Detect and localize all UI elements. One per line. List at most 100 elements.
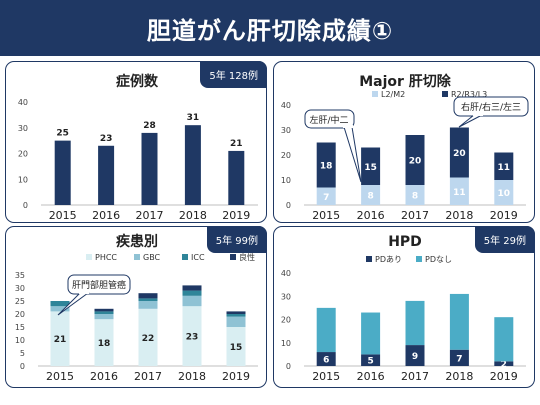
bar-segment xyxy=(182,306,202,366)
y-tick-label: 10 xyxy=(18,175,28,184)
legend-label: R2/R3/L3 xyxy=(451,90,487,99)
x-tick-label: 2016 xyxy=(92,209,120,222)
data-label: 23 xyxy=(186,333,199,343)
data-label: 5 xyxy=(367,357,373,367)
legend-swatch xyxy=(442,91,448,97)
x-tick-label: 2016 xyxy=(357,370,385,383)
bar xyxy=(98,145,115,205)
cases-title: 症例数 xyxy=(116,73,159,90)
hpd-title: HPD xyxy=(388,234,422,250)
x-tick-label: 2017 xyxy=(401,209,429,222)
major-callout-left-text: 左肝/中二 xyxy=(309,114,348,126)
legend-label: PHCC xyxy=(95,253,117,262)
x-tick-label: 2015 xyxy=(312,209,340,222)
data-label: 8 xyxy=(412,192,418,202)
hpd-plot: 0 10 20 30 40 PDあり PDなし 2015 6 2016 5 2017 9 2018 7 201… xyxy=(281,255,526,383)
bar xyxy=(228,150,245,205)
disease-callout: 肝門部胆管癌 xyxy=(57,274,131,316)
bar-segment xyxy=(226,314,246,317)
panel-hpd: 5年 29例 HPD 0 10 20 30 40 PDあり PDなし 2015 6 2016 5 20… xyxy=(273,226,535,388)
y-tick-label: 40 xyxy=(18,98,28,107)
y-tick-label: 20 xyxy=(15,310,25,319)
y-tick-label: 20 xyxy=(18,150,28,159)
page-title: 胆道がん肝切除成績① xyxy=(146,16,394,45)
bar-segment xyxy=(182,285,202,291)
legend-swatch xyxy=(86,254,92,260)
bar-segment xyxy=(226,327,246,366)
data-label: 21 xyxy=(54,335,67,345)
x-tick-label: 2017 xyxy=(136,209,164,222)
x-tick-label: 2018 xyxy=(179,209,207,222)
data-label: 20 xyxy=(409,157,422,167)
bar-segment xyxy=(138,301,158,309)
x-tick-label: 2019 xyxy=(222,370,250,383)
legend-swatch xyxy=(182,254,188,260)
legend-swatch xyxy=(230,254,236,260)
bar-segment xyxy=(405,345,425,366)
data-label: 15 xyxy=(230,343,243,353)
x-tick-label: 2015 xyxy=(49,209,77,222)
bar-segment xyxy=(138,293,158,299)
y-tick-label: 30 xyxy=(281,126,291,135)
x-tick-label: 2015 xyxy=(312,370,340,383)
data-label: 31 xyxy=(187,113,200,123)
bar-segment xyxy=(316,187,336,205)
x-tick-label: 2018 xyxy=(445,209,473,222)
major-callout-right-text: 右肝/右三/左三 xyxy=(461,101,521,113)
bar-segment xyxy=(405,300,425,346)
bar-segment xyxy=(494,361,514,366)
y-tick-label: 10 xyxy=(281,176,291,185)
panel-cases: 5年 128例 症例数 0 10 20 30 40 2015 25 2016 23 2017 28 2… xyxy=(5,61,267,223)
x-tick-label: 2017 xyxy=(401,370,429,383)
x-tick-label: 2015 xyxy=(46,370,74,383)
major-callout-left: 左肝/中二 xyxy=(304,109,362,183)
bar xyxy=(184,125,201,205)
x-tick-label: 2018 xyxy=(445,370,473,383)
disease-badge: 5年 99例 xyxy=(206,226,267,253)
legend-swatch xyxy=(134,254,140,260)
bar-segment xyxy=(50,306,70,312)
disease-plot: 0 5 10 15 20 25 30 35 PHCC GBC ICC 良性 2015 21 2016 18 20… xyxy=(15,252,258,383)
disease-title: 疾患別 xyxy=(116,233,158,250)
y-tick-label: 30 xyxy=(18,124,28,133)
bar-segment xyxy=(50,311,70,366)
y-tick-label: 40 xyxy=(281,101,291,110)
cases-chart: 症例数 0 10 20 30 40 2015 25 2016 23 2017 28 2018 31 201… xyxy=(18,73,258,222)
bar-segment xyxy=(94,319,114,366)
y-tick-label: 20 xyxy=(281,316,291,325)
data-label: 21 xyxy=(230,139,243,149)
data-label: 7 xyxy=(323,193,329,203)
y-tick-label: 15 xyxy=(15,323,25,332)
data-label: 7 xyxy=(456,354,462,364)
cases-badge: 5年 128例 xyxy=(200,61,267,88)
bar-segment xyxy=(494,317,514,362)
legend-label: ICC xyxy=(191,253,205,262)
major-title: Major 肝切除 xyxy=(359,73,452,90)
data-label: 6 xyxy=(323,356,329,366)
data-label: 9 xyxy=(412,352,418,362)
y-tick-label: 30 xyxy=(281,292,291,301)
y-tick-label: 0 xyxy=(23,201,28,210)
hpd-chart: HPD 0 10 20 30 40 PDあり PDなし 2015 6 2016 5 2017 9 2018… xyxy=(281,234,526,383)
bar-segment xyxy=(449,293,469,350)
bar-segment xyxy=(226,316,246,327)
y-tick-label: 5 xyxy=(20,349,25,358)
data-label: 2 xyxy=(501,360,507,370)
legend-label: L2/M2 xyxy=(381,90,405,99)
bar-segment xyxy=(182,290,202,296)
major-callout-right: 右肝/右三/左三 xyxy=(453,96,529,128)
bar-segment xyxy=(94,314,114,320)
x-tick-label: 2016 xyxy=(357,209,385,222)
bar-segment xyxy=(405,135,425,185)
bar-segment xyxy=(494,180,514,205)
panel-major: Major 肝切除 0 10 20 30 40 L2/M2 R2/R3/L3 2015 7 18 2… xyxy=(273,61,535,223)
x-tick-label: 2018 xyxy=(178,370,206,383)
bar-segment xyxy=(449,127,469,178)
bar-segment xyxy=(361,354,381,366)
legend-swatch xyxy=(366,256,372,262)
bar xyxy=(54,140,71,205)
bar-segment xyxy=(449,177,469,205)
panel-disease: 5年 99例 疾患別 0 5 10 15 20 25 30 35 PHCC GBC ICC 良性 201… xyxy=(5,226,267,388)
bar-segment xyxy=(361,312,381,355)
data-label: 8 xyxy=(367,192,373,202)
